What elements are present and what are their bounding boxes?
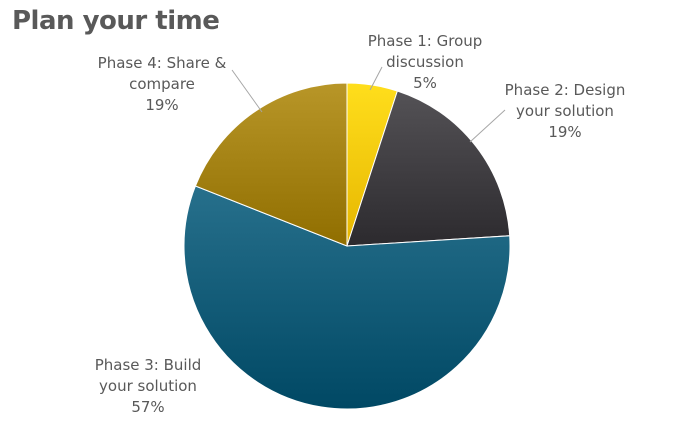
data-label-line: Phase 2: Design <box>505 81 626 99</box>
data-label-line: discussion <box>386 53 464 71</box>
pie-slice-phase-2 <box>346 90 511 247</box>
data-labels: Phase 1: Group discussion 5% Phase 2: Desig… <box>95 32 626 416</box>
data-label-percent: 5% <box>413 74 437 92</box>
data-label-phase-2: Phase 2: Design your solution 19% <box>505 81 626 141</box>
pie-slice-phase-3 <box>183 185 511 410</box>
data-label-percent: 19% <box>548 123 581 141</box>
data-label-line: Phase 3: Build <box>95 356 202 374</box>
pie-slice-phase-4 <box>194 82 348 247</box>
data-label-phase-1: Phase 1: Group discussion 5% <box>368 32 483 92</box>
data-label-phase-4: Phase 4: Share & compare 19% <box>98 54 227 114</box>
leader-line-phase-1 <box>369 66 383 91</box>
data-label-line: your solution <box>99 377 197 395</box>
data-label-percent: 57% <box>131 398 164 416</box>
data-label-line: compare <box>129 75 195 93</box>
data-label-phase-3: Phase 3: Build your solution 57% <box>95 356 202 416</box>
data-label-percent: 19% <box>145 96 178 114</box>
chart-title: Plan your time <box>12 6 220 36</box>
data-label-line: your solution <box>516 102 614 120</box>
pie-slices <box>183 82 511 410</box>
data-label-line: Phase 4: Share & <box>98 54 227 72</box>
data-label-line: Phase 1: Group <box>368 32 483 50</box>
leader-lines <box>231 66 506 143</box>
leader-line-phase-4 <box>231 69 263 113</box>
leader-line-phase-2 <box>469 109 506 143</box>
